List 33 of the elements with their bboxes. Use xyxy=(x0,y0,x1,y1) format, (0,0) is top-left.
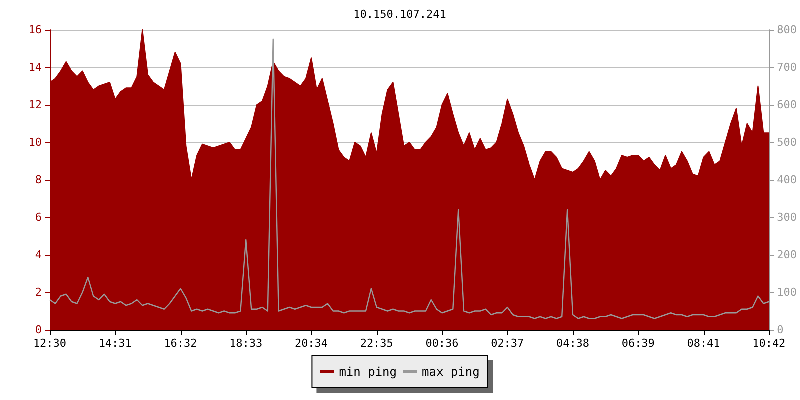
y2-tick-label: 700 xyxy=(777,61,798,74)
y2-tick-label: 500 xyxy=(777,136,798,149)
y-tick-label: 2 xyxy=(35,286,42,299)
y2-tick-label: 300 xyxy=(777,211,798,224)
x-tick-label: 04:38 xyxy=(556,337,590,350)
x-tick-label: 16:32 xyxy=(164,337,198,350)
y-tick-label: 12 xyxy=(28,98,42,112)
x-tick-label: 18:33 xyxy=(230,337,263,350)
x-tick-label: 00:36 xyxy=(426,337,459,350)
y-tick-label: 0 xyxy=(35,324,42,336)
y2-tick-label: 0 xyxy=(777,324,784,336)
x-tick-label: 06:39 xyxy=(622,337,655,350)
y-tick-label: 6 xyxy=(35,211,42,224)
legend-label: min ping xyxy=(339,365,397,379)
x-tick-label: 10:42 xyxy=(752,337,786,350)
y2-tick-label: 200 xyxy=(777,248,798,262)
y2-tick-label: 600 xyxy=(777,98,798,112)
y-tick-label: 14 xyxy=(28,61,42,74)
x-tick-label: 14:31 xyxy=(98,337,132,350)
x-tick-label: 02:37 xyxy=(491,337,524,350)
y-tick-label: 10 xyxy=(28,136,42,149)
y-tick-label: 8 xyxy=(35,174,42,186)
y2-tick-label: 100 xyxy=(777,286,798,299)
y-tick-label: 16 xyxy=(28,24,42,36)
x-tick-label: 12:30 xyxy=(33,337,67,350)
legend-label: max ping xyxy=(422,365,480,379)
y2-tick-label: 400 xyxy=(777,174,798,186)
x-tick-label: 22:35 xyxy=(360,337,394,350)
x-tick-label: 20:34 xyxy=(294,337,328,350)
y-tick-label: 4 xyxy=(35,248,42,262)
y2-tick-label: 800 xyxy=(777,24,798,36)
x-tick-label: 08:41 xyxy=(687,337,720,350)
chart-title: 10.150.107.241 xyxy=(354,8,446,21)
